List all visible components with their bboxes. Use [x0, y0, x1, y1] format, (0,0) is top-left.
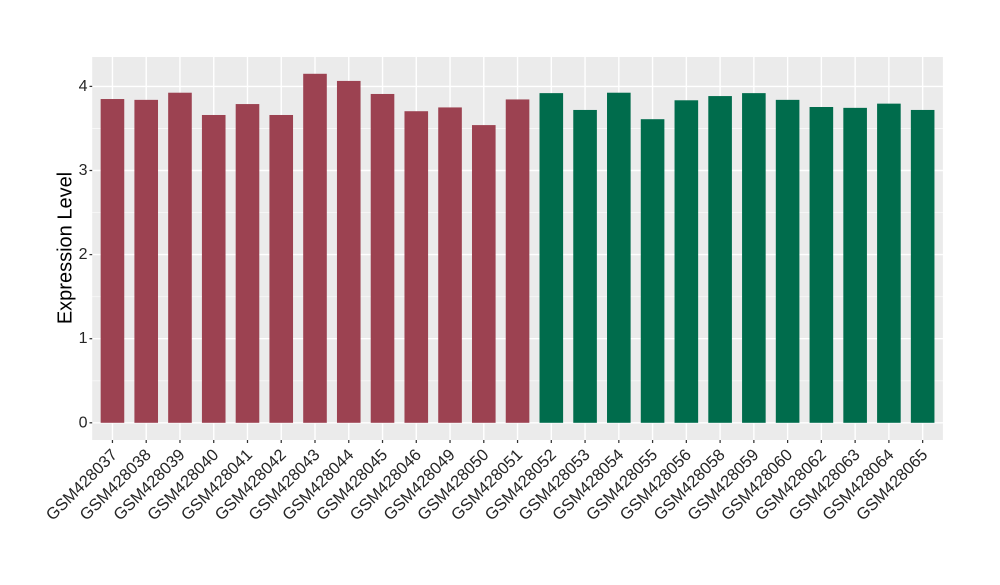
svg-text:4: 4 — [79, 78, 88, 95]
svg-text:2: 2 — [79, 246, 88, 263]
svg-text:Expression Level: Expression Level — [55, 172, 77, 324]
svg-text:0: 0 — [79, 414, 88, 431]
svg-text:1: 1 — [79, 330, 88, 347]
svg-text:3: 3 — [79, 162, 88, 179]
